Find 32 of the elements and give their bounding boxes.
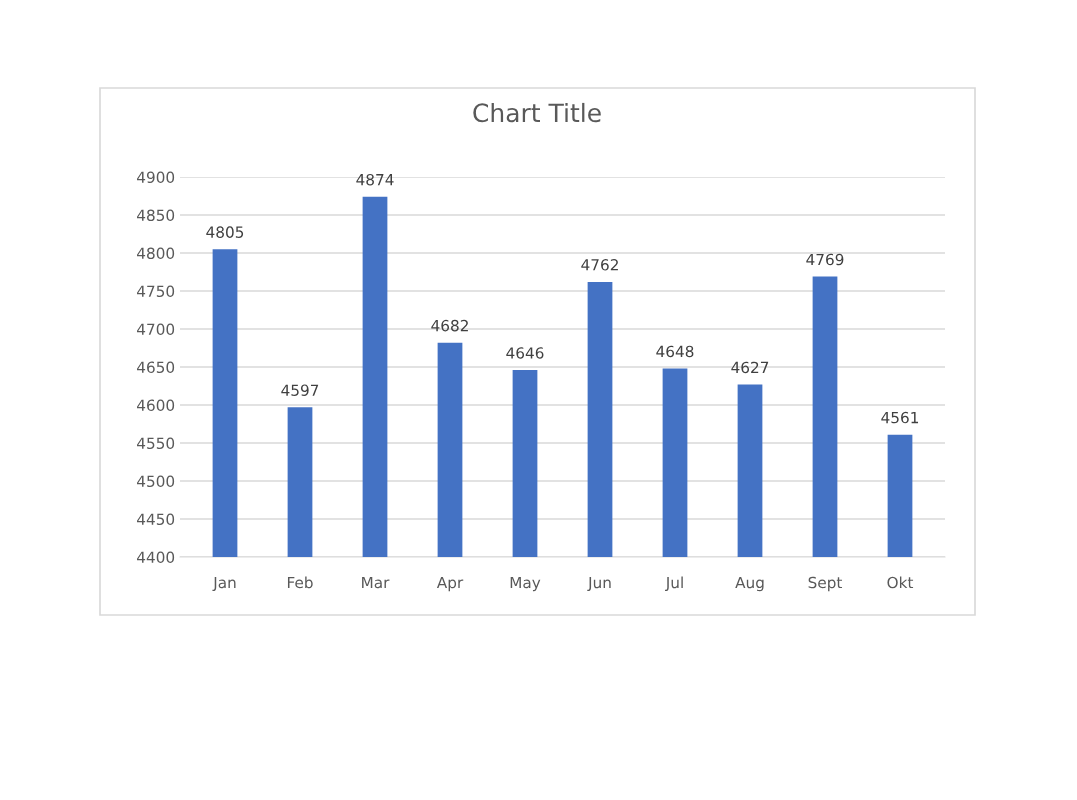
x-tick-label: Aug [735, 576, 764, 592]
y-tick-label: 4700 [137, 323, 175, 336]
y-tick-label: 4850 [137, 209, 175, 222]
x-tick-label: Jul [664, 576, 683, 592]
y-tick-label: 4900 [137, 171, 175, 184]
chart-title: Chart Title [473, 102, 601, 123]
y-tick-label: 4500 [137, 475, 175, 488]
y-tick-label: 4550 [137, 437, 175, 450]
y-tick-label: 4450 [137, 513, 175, 526]
data-label: 4646 [506, 347, 544, 359]
data-label: 4682 [431, 319, 468, 332]
x-tick-label: Sept [808, 576, 843, 592]
x-tick-label: Feb [287, 576, 313, 589]
data-label: 4561 [881, 411, 919, 424]
data-label: 4769 [806, 253, 844, 266]
y-tick-label: 4400 [137, 551, 175, 564]
y-tick-label: 4650 [137, 361, 175, 374]
data-label: 4762 [581, 259, 618, 271]
x-tick-label: Jun [587, 576, 611, 592]
data-label: 4805 [206, 226, 244, 238]
x-tick-label: Apr [436, 576, 464, 592]
x-tick-label: May [510, 576, 541, 592]
x-tick-label: Jan [212, 576, 236, 592]
y-tick-label: 4600 [137, 399, 175, 412]
y-tick-label: 4750 [137, 285, 175, 298]
data-label: 4597 [281, 384, 319, 396]
y-tick-label: 4800 [137, 247, 175, 260]
data-label: 4648 [656, 345, 694, 358]
data-label: 4874 [356, 173, 394, 186]
data-label: 4627 [731, 361, 769, 374]
x-tick-label: Okt [887, 576, 914, 589]
x-tick-label: Mar [362, 576, 390, 589]
